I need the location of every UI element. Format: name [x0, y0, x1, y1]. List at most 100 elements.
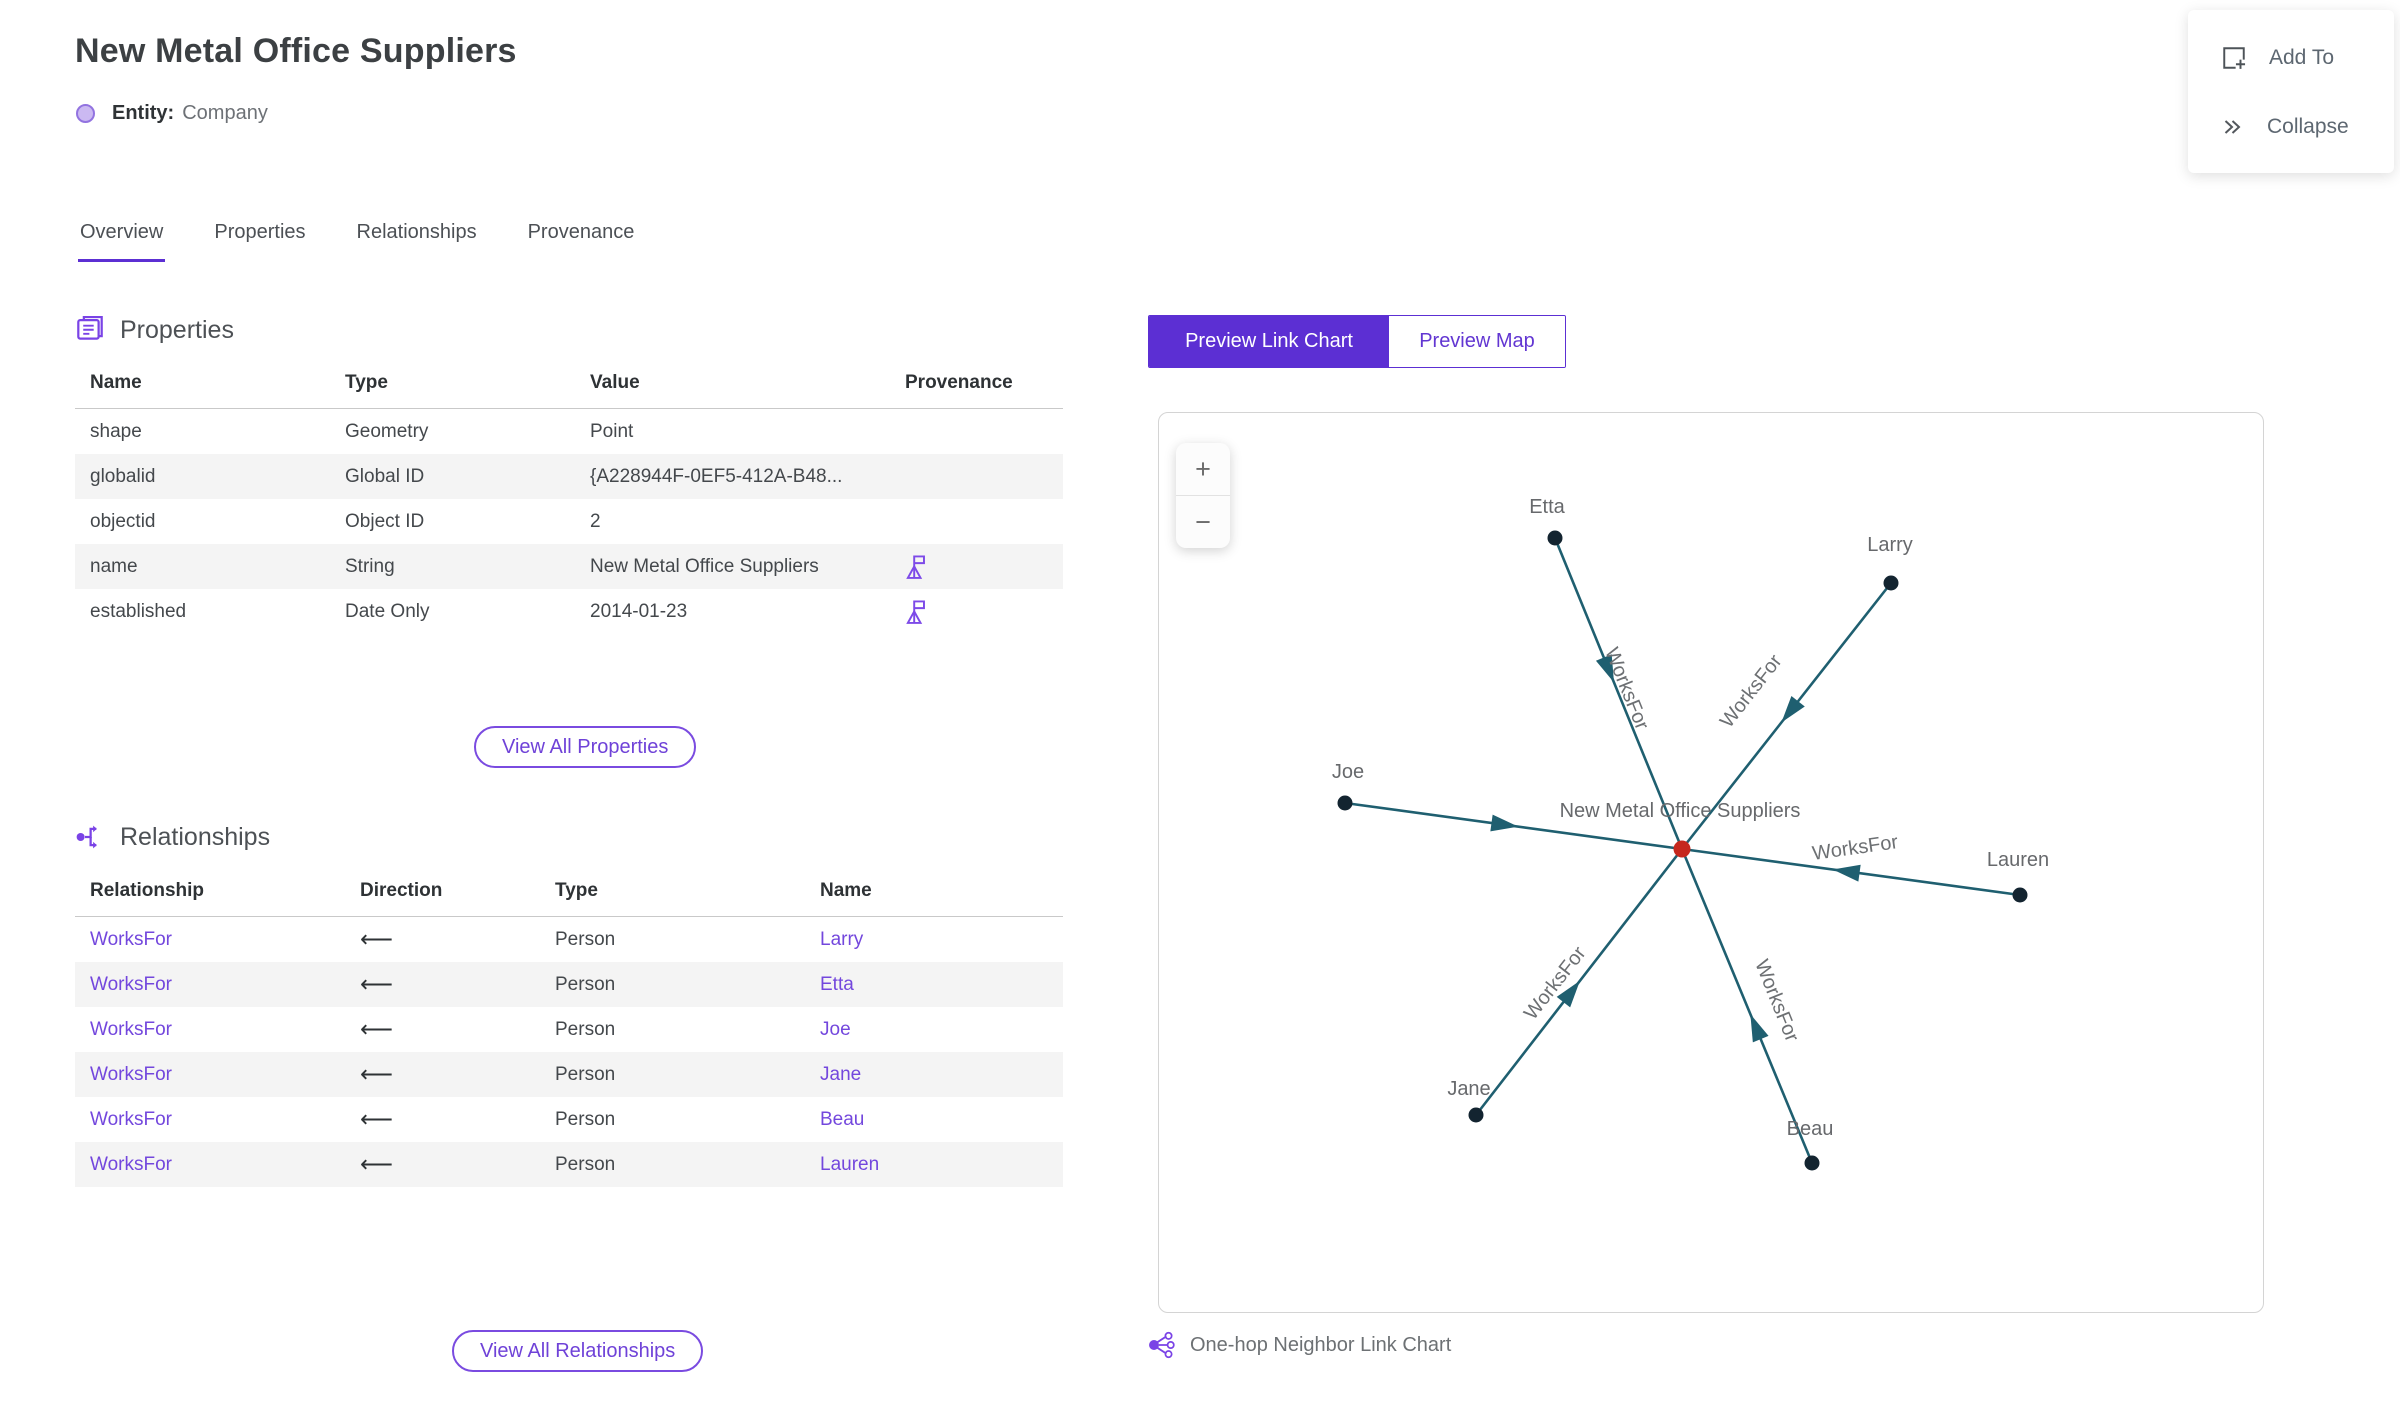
- property-value: 2014-01-23: [590, 600, 688, 622]
- provenance-flag-icon[interactable]: [905, 553, 928, 581]
- edge-arrowhead: [1490, 814, 1519, 832]
- property-type: String: [345, 555, 395, 577]
- edge-arrowhead: [1832, 864, 1861, 882]
- edge-label: WorksFor: [1600, 645, 1653, 734]
- tab-overview[interactable]: Overview: [78, 221, 166, 262]
- relationship-row: WorksFor ⟵ Person Beau: [75, 1097, 1063, 1142]
- related-entity-link[interactable]: Etta: [820, 973, 854, 995]
- column-header-value: Value: [590, 372, 640, 393]
- zoom-in-button[interactable]: +: [1176, 443, 1230, 495]
- graph-center-label: New Metal Office Suppliers: [1560, 800, 1801, 822]
- graph-node-label: Joe: [1332, 761, 1364, 783]
- relationships-section-title: Relationships: [120, 822, 271, 851]
- edge-label: WorksFor: [1716, 650, 1787, 732]
- property-row: objectid Object ID 2: [75, 499, 1063, 544]
- provenance-flag-icon[interactable]: [905, 598, 928, 626]
- chart-footer-label: One-hop Neighbor Link Chart: [1190, 1333, 1452, 1356]
- floating-actions-card: Add To Collapse: [2188, 10, 2394, 173]
- graph-node-etta[interactable]: [1547, 530, 1563, 546]
- related-entity-type: Person: [555, 973, 616, 995]
- related-entity-link[interactable]: Joe: [820, 1018, 851, 1040]
- graph-edge-worksfor-beau[interactable]: [1680, 848, 1814, 1164]
- relationship-type-link[interactable]: WorksFor: [90, 1153, 172, 1175]
- property-type: Object ID: [345, 510, 425, 532]
- graph-node-label: Lauren: [1987, 849, 2049, 871]
- relationship-row: WorksFor ⟵ Person Etta: [75, 962, 1063, 1007]
- property-name: shape: [90, 420, 142, 442]
- preview-map-tab[interactable]: Preview Map: [1389, 316, 1565, 367]
- relationship-type-link[interactable]: WorksFor: [90, 1018, 172, 1040]
- view-all-properties-button[interactable]: View All Properties: [474, 726, 697, 768]
- properties-section-header: Properties: [75, 314, 234, 346]
- properties-section-title: Properties: [120, 315, 234, 344]
- entity-type-dot-icon: [76, 104, 95, 123]
- property-type: Global ID: [345, 465, 425, 487]
- page-title: New Metal Office Suppliers: [75, 32, 517, 70]
- relationship-type-link[interactable]: WorksFor: [90, 1063, 172, 1085]
- view-all-relationships-button[interactable]: View All Relationships: [452, 1330, 704, 1372]
- graph-node-beau[interactable]: [1804, 1155, 1820, 1171]
- relationships-table: Relationship Direction Type Name WorksFor ⟵ P…: [75, 880, 1063, 1187]
- graph-node-center-company[interactable]: [1673, 840, 1691, 858]
- relationship-type-link[interactable]: WorksFor: [90, 928, 172, 950]
- property-name: name: [90, 555, 138, 577]
- collapse-button[interactable]: Collapse: [2221, 115, 2394, 139]
- related-entity-link[interactable]: Jane: [820, 1063, 862, 1085]
- add-to-icon: [2223, 46, 2246, 69]
- graph-node-jane[interactable]: [1468, 1107, 1484, 1123]
- property-row: shape Geometry Point: [75, 409, 1063, 454]
- tab-properties[interactable]: Properties: [214, 221, 306, 243]
- graph-edge-worksfor-etta[interactable]: [1553, 537, 1684, 850]
- graph-node-label: Beau: [1787, 1118, 1834, 1140]
- zoom-out-button[interactable]: −: [1176, 496, 1230, 548]
- graph-node-label: Larry: [1867, 534, 1913, 556]
- property-row: name String New Metal Office Suppliers: [75, 544, 1063, 589]
- edge-arrowhead: [1750, 1014, 1769, 1043]
- edge-arrowhead: [1781, 695, 1805, 723]
- graph-node-larry[interactable]: [1883, 575, 1899, 591]
- column-header-name: Name: [820, 880, 872, 901]
- relationship-type-link[interactable]: WorksFor: [90, 1108, 172, 1130]
- related-entity-link[interactable]: Lauren: [820, 1153, 880, 1175]
- link-chart-preview-panel: WorksFor WorksFor WorksFor WorksFor WorksFor…: [1158, 412, 2264, 1313]
- relationship-type-link[interactable]: WorksFor: [90, 973, 172, 995]
- property-name: established: [90, 600, 187, 622]
- related-entity-type: Person: [555, 1108, 616, 1130]
- entity-type-value: Company: [182, 102, 268, 124]
- property-row: established Date Only 2014-01-23: [75, 589, 1063, 634]
- related-entity-link[interactable]: Larry: [820, 928, 864, 950]
- graph-node-joe[interactable]: [1337, 795, 1353, 811]
- tab-provenance[interactable]: Provenance: [527, 221, 635, 243]
- properties-table: Name Type Value Provenance shape Geometry Poi…: [75, 372, 1063, 634]
- graph-node-label: Jane: [1447, 1078, 1490, 1100]
- property-provenance: [890, 598, 1063, 626]
- relationship-row: WorksFor ⟵ Person Lauren: [75, 1142, 1063, 1187]
- relationship-direction: ⟵: [360, 926, 393, 952]
- tab-relationships[interactable]: Relationships: [356, 221, 477, 243]
- column-header-type: Type: [555, 880, 598, 901]
- relationship-direction: ⟵: [360, 1106, 393, 1132]
- chart-footer: One-hop Neighbor Link Chart: [1147, 1331, 1451, 1359]
- property-value: {A228944F-0EF5-412A-B48...: [590, 465, 843, 487]
- relationship-row: WorksFor ⟵ Person Joe: [75, 1007, 1063, 1052]
- graph-node-label: Etta: [1529, 496, 1565, 518]
- relationship-direction: ⟵: [360, 1016, 393, 1042]
- related-entity-type: Person: [555, 928, 616, 950]
- property-name: objectid: [90, 510, 156, 532]
- add-to-button[interactable]: Add To: [2221, 45, 2394, 71]
- property-row: globalid Global ID {A228944F-0EF5-412A-B48…: [75, 454, 1063, 499]
- relationship-direction: ⟵: [360, 1151, 393, 1177]
- collapse-chevrons-icon: [2224, 119, 2241, 134]
- column-header-relationship: Relationship: [90, 880, 205, 901]
- properties-icon: [77, 315, 103, 340]
- relationship-direction: ⟵: [360, 971, 393, 997]
- related-entity-link[interactable]: Beau: [820, 1108, 865, 1130]
- preview-link-chart-tab[interactable]: Preview Link Chart: [1149, 316, 1389, 367]
- relationships-section-header: Relationships: [75, 822, 270, 852]
- property-name: globalid: [90, 465, 156, 487]
- edge-label: WorksFor: [1811, 831, 1900, 865]
- properties-table-header: Name Type Value Provenance: [75, 372, 1063, 409]
- collapse-label: Collapse: [2267, 114, 2349, 138]
- graph-node-lauren[interactable]: [2012, 887, 2028, 903]
